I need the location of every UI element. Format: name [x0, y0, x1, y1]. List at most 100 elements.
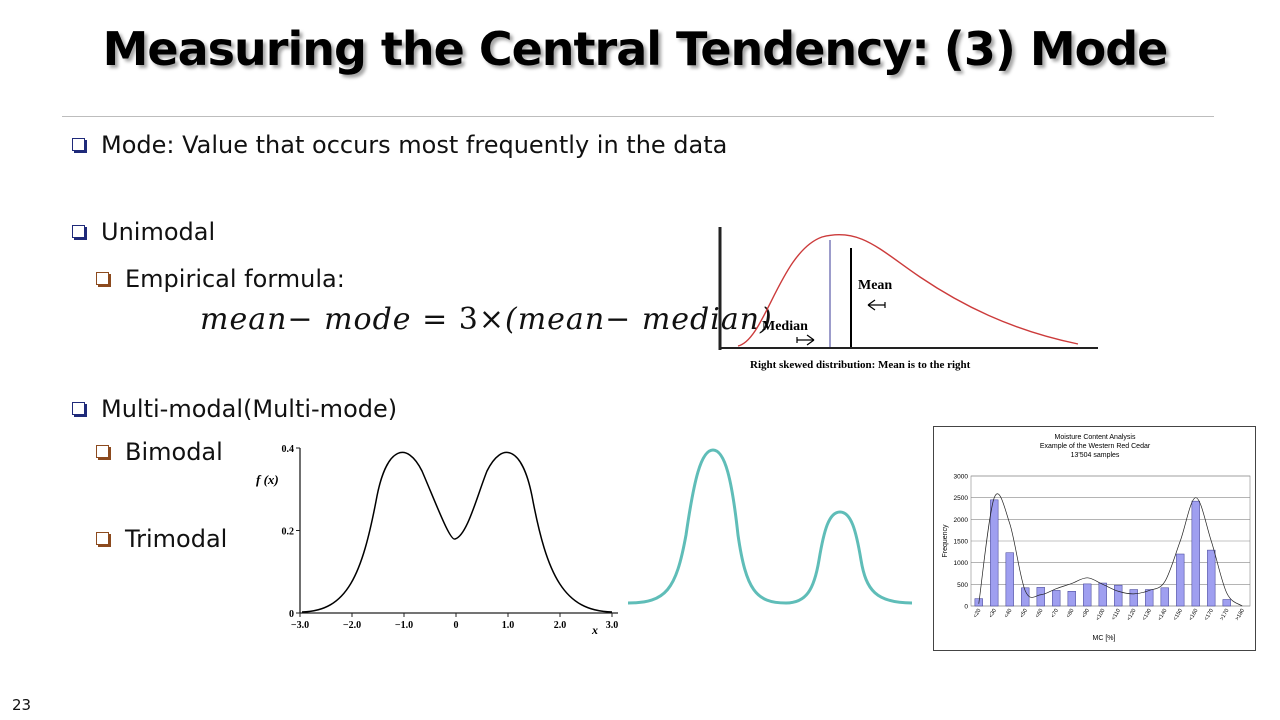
formula-term: − median): [605, 302, 773, 337]
histogram-bar: [1207, 549, 1216, 607]
x-tick-label: <90: [1081, 608, 1091, 619]
square-bullet-icon: [72, 401, 85, 415]
x-tick-label: <140: [1157, 608, 1168, 622]
empirical-formula: mean− mode = 3×(mean− median): [200, 302, 773, 337]
histogram-bar: [1176, 553, 1185, 607]
histogram-bar: [1222, 599, 1231, 607]
x-tick-label: <100: [1095, 608, 1106, 622]
left-arrow-icon: [867, 299, 886, 311]
bimodal-curve: [301, 451, 613, 613]
y-tick-label: 0: [964, 604, 968, 611]
y-tick-label: 1500: [954, 539, 969, 546]
histogram-bar: [1098, 582, 1107, 607]
x-axis-label: MC [%]: [1093, 635, 1116, 642]
y-tick-label: 3000: [954, 474, 969, 481]
bullet-text: Bimodal: [125, 438, 223, 466]
y-tick-label: 0.4: [282, 444, 295, 455]
square-bullet-icon: [96, 271, 109, 285]
chart-note: 13'504 samples: [1071, 452, 1120, 459]
histogram-bar: [1160, 587, 1169, 607]
x-tick-label: >170: [1219, 608, 1230, 622]
x-axis-label: x: [591, 623, 598, 637]
bullet-text: Empirical formula:: [125, 265, 345, 293]
x-tick-label: 0: [454, 620, 459, 631]
skewed-curve: [737, 233, 1079, 347]
x-tick-label: 1.0: [502, 620, 515, 631]
square-bullet-icon: [72, 137, 85, 151]
page-number: 23: [12, 696, 32, 714]
bullet-text: Trimodal: [125, 525, 228, 553]
x-tick-label: <80: [1066, 608, 1076, 619]
x-tick-label: 2.0: [554, 620, 567, 631]
y-axis-label: Frequency: [942, 524, 949, 558]
x-tick-label: <60: [1035, 608, 1045, 619]
teal-curve: [627, 448, 913, 605]
subbullet-empirical-formula: Empirical formula:: [96, 264, 345, 294]
mean-label: Mean: [858, 278, 892, 293]
histogram-bar: [1145, 589, 1154, 607]
histogram-bar: [990, 499, 999, 607]
y-tick-label: 500: [957, 582, 968, 589]
bullet-mode-definition: Mode: Value that occurs most frequently …: [72, 130, 727, 160]
histogram-bar: [1052, 590, 1061, 607]
square-bullet-icon: [96, 444, 109, 458]
formula-term: mean: [200, 302, 288, 337]
y-tick-label: 0: [289, 609, 294, 620]
y-tick-label: 0.2: [282, 527, 295, 538]
histogram-plot: 0 500 1000 1500 2000 2500 3000 <20 <30 <40 <50 <60 <…: [954, 474, 1251, 622]
histogram-bar: [1036, 587, 1045, 607]
x-tick-label: <170: [1204, 608, 1215, 622]
bullet-text: Multi-modal(Multi-mode): [101, 395, 398, 423]
fit-curve: [978, 493, 1243, 607]
histogram-bar: [1005, 552, 1014, 607]
bullet-unimodal: Unimodal: [72, 217, 215, 247]
formula-times: ×: [478, 302, 506, 337]
y-axis-label: f (x): [256, 472, 279, 487]
chart-subtitle: Example of the Western Red Cedar: [1040, 443, 1151, 450]
square-bullet-icon: [72, 224, 85, 238]
formula-term: (mean: [505, 302, 606, 337]
x-tick-label: <150: [1173, 608, 1184, 622]
histogram-bar: [1114, 584, 1123, 607]
formula-constant: 3: [458, 302, 479, 337]
bimodal-ticks: −3.0 −2.0 −1.0 0 1.0 2.0 3.0 0 0.2 0.4: [282, 444, 619, 631]
bimodal-density-plot: f (x) x −3.0 −2.0 −1.0 0 1.0 2.0 3.0 0 0.2 0.4: [256, 444, 619, 637]
histogram-bar: [1191, 500, 1200, 607]
x-tick-label: <130: [1142, 608, 1153, 622]
chart-title: Moisture Content Analysis: [1055, 434, 1136, 441]
histogram-bar: [1083, 583, 1092, 607]
histogram-bar: [1067, 591, 1076, 607]
x-tick-label: <70: [1050, 608, 1060, 619]
y-tick-label: 2500: [954, 495, 969, 502]
subbullet-trimodal: Trimodal: [96, 524, 227, 554]
x-tick-label: <110: [1111, 608, 1122, 621]
y-tick-label: 2000: [954, 517, 969, 524]
x-tick-label: <30: [988, 608, 998, 619]
bullet-text: Mode: Value that occurs most frequently …: [101, 131, 728, 159]
x-tick-label: −1.0: [395, 620, 413, 631]
x-tick-label: −2.0: [343, 620, 361, 631]
y-tick-label: 1000: [954, 560, 969, 567]
median-label: Median: [762, 319, 808, 334]
histogram-bar: [1129, 589, 1138, 607]
x-tick-label: >180: [1235, 608, 1246, 622]
x-tick-label: −3.0: [291, 620, 309, 631]
bullet-text: Unimodal: [101, 218, 216, 246]
x-tick-label: <20: [973, 608, 983, 619]
x-tick-label: <40: [1004, 608, 1014, 619]
moisture-histogram-chart: Moisture Content Analysis Example of the…: [933, 426, 1256, 651]
title-divider: [62, 116, 1214, 117]
slide-title: Measuring the Central Tendency: (3) Mode: [102, 22, 1169, 76]
teal-bimodal-curve-figure: [627, 448, 913, 605]
x-tick-label: 3.0: [606, 620, 619, 631]
right-arrow-icon: [796, 334, 815, 346]
formula-term: − mode: [287, 302, 412, 337]
skew-caption: Right skewed distribution: Mean is to th…: [750, 359, 971, 371]
x-tick-label: <120: [1126, 608, 1137, 622]
square-bullet-icon: [96, 531, 109, 545]
formula-equals: =: [422, 302, 449, 337]
x-tick-label: <160: [1188, 608, 1199, 622]
bullet-multimodal: Multi-modal(Multi-mode): [72, 394, 397, 424]
x-tick-label: <50: [1019, 608, 1029, 619]
right-skewed-distribution-figure: Mean Median Right skewed distribution: M…: [718, 227, 1098, 371]
